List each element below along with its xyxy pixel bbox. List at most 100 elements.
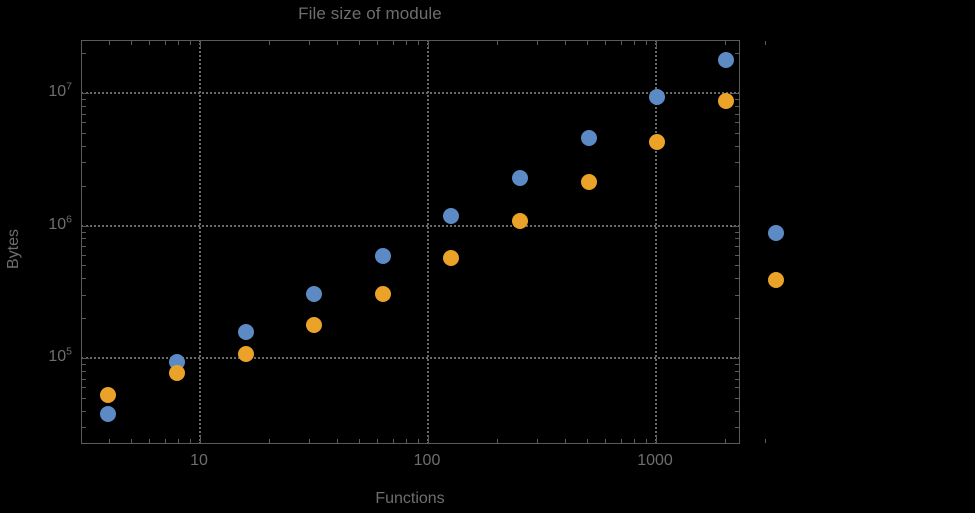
x-axis-tick — [359, 41, 361, 45]
y-axis-tick — [82, 370, 86, 372]
y-axis-tick — [82, 225, 89, 227]
x-axis-tick — [605, 41, 607, 45]
x-axis-tick — [80, 439, 82, 443]
plot-area — [81, 40, 740, 444]
y-tick-mantissa: 10 — [48, 83, 67, 100]
y-axis-tick — [82, 358, 89, 359]
horizontal-gridline — [81, 92, 740, 94]
y-axis-tick — [82, 238, 86, 240]
y-axis-tick — [735, 105, 739, 107]
data-point-blue — [717, 51, 734, 68]
x-axis-tick — [645, 439, 647, 443]
y-axis-tick — [82, 105, 86, 107]
x-axis-tick — [417, 41, 419, 45]
x-axis-tick — [164, 41, 166, 45]
data-point-orange — [580, 173, 597, 190]
x-axis-tick — [428, 41, 429, 48]
x-axis-tick — [359, 439, 361, 443]
y-axis-tick — [82, 278, 86, 280]
x-axis-tick — [565, 439, 567, 443]
y-axis-tick — [82, 265, 86, 267]
x-tick-label: 1000 — [637, 452, 673, 469]
y-axis-tick — [732, 93, 739, 94]
x-axis-tick — [149, 41, 151, 45]
y-axis-tick — [82, 113, 86, 115]
x-axis-tick — [392, 41, 394, 45]
plot-frame — [80, 40, 766, 444]
y-axis-label: Bytes — [5, 229, 22, 270]
x-axis-tick — [337, 439, 339, 443]
x-axis-tick — [377, 41, 379, 45]
data-point-blue — [512, 169, 529, 186]
x-tick-label: 100 — [413, 452, 441, 469]
y-axis-tick — [735, 278, 739, 280]
horizontal-gridline — [81, 224, 740, 227]
y-axis-tick — [735, 378, 739, 380]
x-axis-tick — [536, 41, 538, 45]
y-axis-tick — [735, 113, 739, 115]
y-axis-tick — [735, 397, 739, 399]
y-tick-label: 105 — [20, 345, 72, 366]
x-axis-tick — [620, 439, 622, 443]
x-axis-tick — [605, 439, 607, 443]
y-axis-tick — [82, 318, 86, 320]
y-axis-tick — [735, 246, 739, 248]
vertical-gridline — [199, 40, 201, 444]
x-axis-tick — [417, 439, 419, 443]
x-axis-tick — [565, 41, 567, 45]
x-axis-tick — [164, 439, 166, 443]
y-axis-tick — [82, 254, 86, 256]
y-axis-tick — [735, 145, 739, 147]
x-axis-tick — [177, 439, 179, 443]
x-axis-tick — [131, 41, 133, 45]
y-axis-tick — [82, 387, 86, 389]
x-axis-tick — [633, 41, 635, 45]
y-tick-label: 107 — [20, 80, 72, 101]
x-axis-tick — [131, 439, 133, 443]
y-tick-label: 106 — [20, 213, 72, 234]
x-axis-tick — [177, 41, 179, 45]
y-axis-tick — [735, 162, 739, 164]
y-axis-tick — [82, 246, 86, 248]
y-axis-tick — [82, 145, 86, 147]
x-axis-tick — [80, 41, 82, 45]
y-axis-tick — [735, 185, 739, 187]
x-axis-tick — [645, 41, 647, 45]
y-axis-tick — [82, 93, 89, 94]
y-axis-tick — [82, 132, 86, 134]
y-axis-tick — [735, 318, 739, 320]
x-axis-tick — [656, 436, 657, 443]
x-axis-tick — [620, 41, 622, 45]
y-axis-tick — [82, 185, 86, 187]
data-point-blue — [237, 323, 254, 340]
x-tick-label: 10 — [190, 452, 208, 469]
x-axis-tick — [724, 439, 726, 443]
y-axis-tick — [82, 231, 86, 233]
y-axis-tick — [732, 358, 739, 359]
data-point-blue — [443, 208, 460, 225]
data-point-orange — [306, 316, 323, 333]
y-axis-tick — [735, 364, 739, 366]
data-point-orange — [374, 285, 391, 302]
y-tick-exponent: 6 — [66, 213, 72, 226]
y-tick-exponent: 5 — [66, 345, 72, 358]
x-axis-tick — [405, 439, 407, 443]
x-axis-tick — [392, 439, 394, 443]
x-axis-tick — [337, 41, 339, 45]
y-axis-tick — [735, 53, 739, 55]
x-axis-tick — [536, 439, 538, 443]
y-tick-exponent: 7 — [66, 80, 72, 93]
y-axis-tick — [82, 99, 86, 101]
x-axis-tick — [633, 439, 635, 443]
y-axis-tick — [82, 410, 86, 412]
y-axis-tick — [735, 238, 739, 240]
y-axis-tick — [735, 132, 739, 134]
x-axis-tick — [200, 436, 201, 443]
y-axis-tick — [735, 99, 739, 101]
data-point-blue — [306, 285, 323, 302]
data-point-orange — [512, 213, 529, 230]
y-axis-tick — [735, 265, 739, 267]
y-axis-tick — [82, 364, 86, 366]
y-axis-tick — [735, 387, 739, 389]
